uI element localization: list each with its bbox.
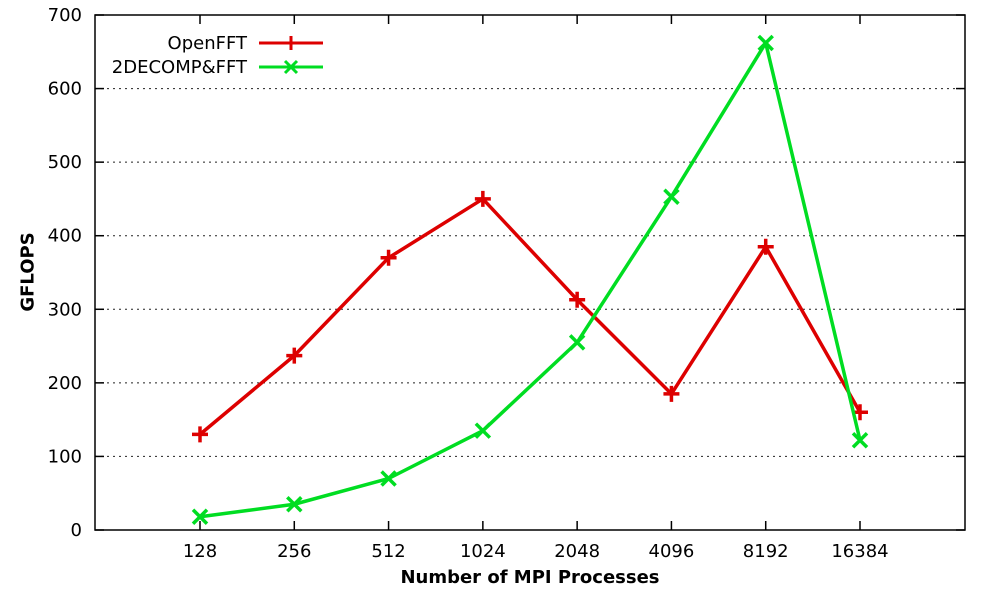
y-tick-label: 500 [48, 152, 82, 173]
x-marker-icon [474, 422, 492, 439]
x-tick-label: 16384 [831, 541, 888, 562]
x-tick-label: 512 [371, 541, 405, 562]
legend-sample-openfft [259, 36, 323, 50]
x-tick-label: 1024 [460, 541, 506, 562]
x-marker-icon [191, 508, 209, 525]
x-tick-label: 2048 [554, 541, 600, 562]
plus-marker-icon [474, 190, 491, 207]
plus-marker-icon [569, 291, 586, 308]
plus-marker-icon [380, 249, 397, 266]
y-tick-label: 100 [48, 446, 82, 467]
x-marker-icon [757, 34, 774, 52]
y-tick-label: 300 [48, 299, 82, 320]
x-marker-icon [568, 334, 586, 351]
y-tick-label: 600 [48, 79, 82, 100]
series-2decomp-fft [191, 34, 869, 525]
x-marker-icon [283, 59, 299, 75]
x-marker-icon [380, 470, 397, 487]
x-tick-label: 128 [183, 541, 217, 562]
plot-border [94, 14, 966, 531]
x-tick-label: 4096 [649, 541, 695, 562]
y-axis-label: GFLOPS [17, 232, 39, 312]
x-axis-label: Number of MPI Processes [400, 567, 660, 588]
legend-sample-2decomp [259, 59, 323, 75]
y-axis: 0 100 200 300 400 500 600 700 [48, 5, 965, 541]
y-tick-label: 400 [48, 226, 82, 247]
series-openfft [192, 190, 868, 443]
plus-marker-icon [757, 238, 774, 255]
series-line [199, 41, 862, 519]
grid-lines [95, 88, 965, 457]
plus-marker-icon [192, 426, 208, 443]
x-axis: 128 256 512 1024 2048 4096 8192 16384 [183, 15, 889, 562]
x-tick-label: 256 [277, 541, 311, 562]
x-tick-label: 8192 [743, 541, 789, 562]
legend-label-openfft: OpenFFT [167, 32, 247, 54]
x-marker-icon [286, 496, 303, 513]
y-tick-label: 200 [48, 373, 82, 394]
legend-item-2decomp: 2DECOMP&FFT [95, 55, 325, 79]
x-marker-icon [663, 188, 680, 205]
legend-label-2decomp: 2DECOMP&FFT [111, 56, 247, 78]
y-tick-label: 0 [71, 520, 82, 541]
plus-marker-icon [284, 36, 298, 50]
series-line [198, 197, 862, 436]
chart-legend: OpenFFT 2DECOMP&FFT [95, 31, 325, 79]
x-marker-icon [851, 432, 869, 449]
legend-item-openfft: OpenFFT [95, 31, 325, 55]
plus-marker-icon [663, 385, 680, 402]
plus-marker-icon [286, 347, 303, 364]
y-tick-label: 700 [48, 5, 82, 26]
